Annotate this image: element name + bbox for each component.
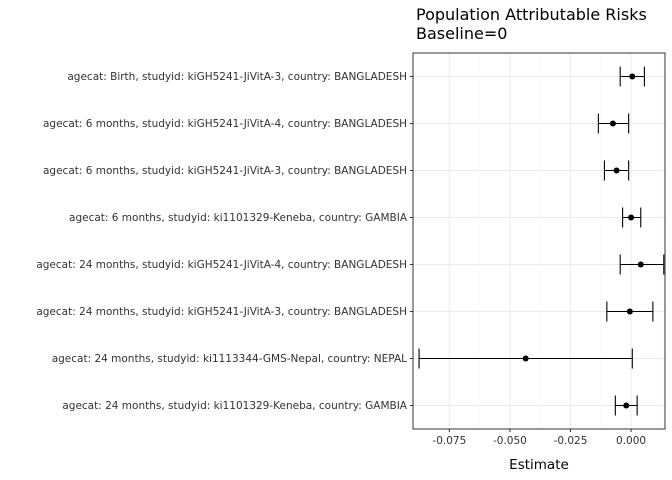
forest-row: agecat: 24 months, studyid: ki1101329-Ke… xyxy=(62,395,638,416)
data-rows: agecat: Birth, studyid: kiGH5241-JiVitA-… xyxy=(36,66,665,416)
x-tick-label: -0.025 xyxy=(554,435,588,447)
x-tick-label: -0.075 xyxy=(432,435,466,447)
chart-title: Population Attributable Risks xyxy=(416,5,647,24)
forest-row: agecat: 24 months, studyid: ki1113344-GM… xyxy=(52,348,633,369)
estimate-point xyxy=(637,261,644,268)
grid xyxy=(413,53,665,429)
chart-subtitle: Baseline=0 xyxy=(416,24,507,43)
x-axis: -0.075 -0.050 -0.025 0.000 xyxy=(432,429,646,447)
x-tick-label: -0.050 xyxy=(493,435,527,447)
forest-row: agecat: 6 months, studyid: ki1101329-Ken… xyxy=(69,207,642,228)
forest-row: agecat: 6 months, studyid: kiGH5241-JiVi… xyxy=(43,160,630,181)
x-tick-label: 0.000 xyxy=(616,435,646,447)
row-label: agecat: 6 months, studyid: kiGH5241-JiVi… xyxy=(43,118,407,130)
estimate-point xyxy=(628,214,635,221)
estimate-point xyxy=(626,308,633,315)
row-label: agecat: 6 months, studyid: kiGH5241-JiVi… xyxy=(43,165,407,177)
row-label: agecat: 24 months, studyid: ki1113344-GM… xyxy=(52,353,407,365)
forest-row: agecat: 24 months, studyid: kiGH5241-JiV… xyxy=(36,301,654,322)
estimate-point xyxy=(522,355,529,362)
row-label: agecat: 24 months, studyid: kiGH5241-JiV… xyxy=(36,306,407,318)
row-label: agecat: Birth, studyid: kiGH5241-JiVitA-… xyxy=(67,71,407,83)
row-label: agecat: 6 months, studyid: ki1101329-Ken… xyxy=(69,212,408,224)
estimate-point xyxy=(613,167,620,174)
x-axis-label: Estimate xyxy=(509,457,569,473)
estimate-point xyxy=(609,120,616,127)
row-label: agecat: 24 months, studyid: kiGH5241-JiV… xyxy=(36,259,407,271)
estimate-point xyxy=(629,73,636,80)
estimate-point xyxy=(623,402,630,409)
forest-row: agecat: Birth, studyid: kiGH5241-JiVitA-… xyxy=(67,66,645,87)
panel-border xyxy=(412,52,666,430)
forest-row: agecat: 6 months, studyid: kiGH5241-JiVi… xyxy=(43,113,630,134)
row-label: agecat: 24 months, studyid: ki1101329-Ke… xyxy=(62,400,407,412)
forest-row: agecat: 24 months, studyid: kiGH5241-JiV… xyxy=(36,254,665,275)
